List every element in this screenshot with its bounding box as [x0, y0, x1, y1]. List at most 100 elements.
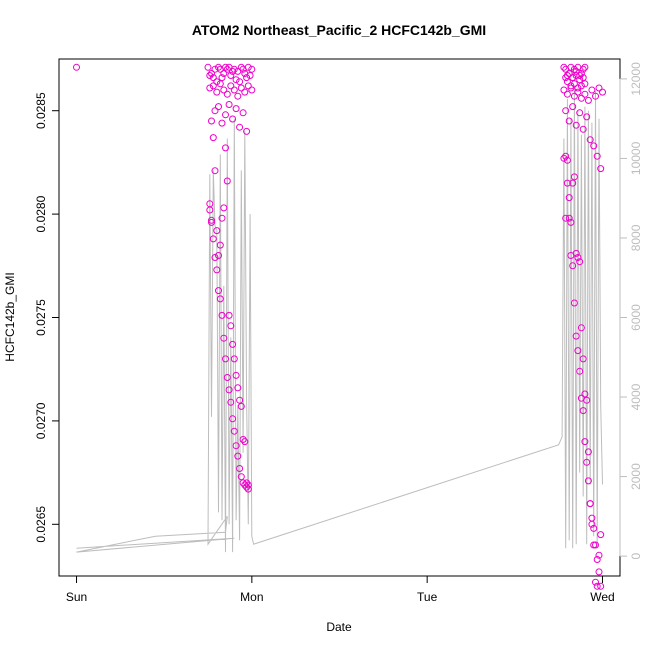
x-tick-label: Wed [590, 590, 614, 604]
data-point [216, 241, 224, 249]
data-point [562, 214, 570, 222]
altitude-line [76, 86, 603, 553]
data-point [222, 355, 229, 363]
data-point [579, 125, 587, 133]
data-point [225, 311, 233, 319]
data-point [563, 90, 571, 98]
data-point [565, 194, 573, 202]
y-axis: 0.0265 0.0270 0.0275 0.0280 0.0285 [34, 92, 60, 543]
data-point [218, 119, 226, 127]
data-point [576, 72, 584, 79]
data-point [229, 67, 237, 75]
data-point [227, 322, 235, 330]
data-point [567, 252, 575, 259]
data-point [574, 84, 582, 92]
data-point [208, 216, 215, 224]
y-axis-label: HCFC142b_GMI [3, 272, 17, 361]
data-point [584, 477, 592, 485]
data-point [246, 72, 254, 79]
data-point [577, 94, 585, 102]
data-point [211, 254, 219, 261]
y-tick-label: 0.0280 [34, 195, 48, 232]
data-point [588, 514, 596, 522]
data-point [577, 324, 585, 332]
data-point [213, 266, 221, 274]
data-point [223, 374, 231, 381]
data-point [220, 86, 228, 94]
data-point [597, 165, 605, 173]
data-point [583, 458, 591, 466]
data-point [570, 80, 578, 88]
data-point [577, 82, 585, 90]
data-point [227, 398, 235, 406]
data-point [208, 117, 215, 125]
data-point [73, 63, 80, 71]
data-point [234, 452, 242, 460]
data-point [230, 65, 238, 73]
data-point [567, 218, 575, 226]
data-point [236, 465, 244, 472]
data-point [574, 347, 582, 355]
data-point [244, 485, 252, 493]
data-point [581, 390, 589, 398]
data-point [584, 448, 592, 456]
data-point [239, 436, 247, 443]
data-point [563, 156, 571, 164]
data-point [574, 88, 582, 96]
data-point [208, 218, 215, 226]
altitude-layer [76, 86, 603, 553]
data-point [599, 88, 606, 96]
data-point [593, 152, 601, 160]
data-point [565, 214, 573, 222]
data-point [567, 63, 575, 71]
y2-tick-label: 2000 [629, 463, 643, 490]
data-point [222, 144, 229, 152]
data-point [597, 582, 605, 590]
data-point [593, 556, 601, 563]
data-point [570, 92, 578, 100]
data-point [244, 63, 252, 71]
data-point [563, 179, 571, 187]
data-point [215, 252, 222, 259]
y2-tick-label: 8000 [629, 224, 643, 251]
data-point [215, 63, 222, 71]
data-point [569, 103, 577, 111]
data-point [579, 65, 587, 73]
data-point [592, 578, 599, 586]
data-point [218, 311, 226, 319]
data-point [209, 74, 217, 82]
data-point [239, 479, 247, 487]
data-point [239, 109, 247, 117]
data-point [209, 235, 217, 243]
data-point [218, 74, 226, 82]
data-point [213, 88, 221, 96]
data-point [220, 334, 228, 342]
data-point [215, 287, 222, 295]
data-point [565, 70, 573, 77]
data-point [581, 63, 589, 71]
data-point [586, 500, 594, 508]
x-axis: Sun Mon Tue Wed [66, 575, 615, 604]
data-point [560, 154, 568, 162]
data-point [227, 72, 235, 79]
y2-axis: 0 2000 4000 6000 8000 10000 12000 [619, 62, 643, 559]
data-point [565, 117, 573, 125]
data-point [222, 63, 229, 71]
data-point [593, 582, 601, 590]
data-point [586, 136, 594, 144]
data-point [592, 541, 599, 549]
data-point [579, 74, 587, 82]
data-point [230, 86, 238, 94]
data-point [204, 63, 212, 71]
data-point [243, 483, 251, 491]
x-tick-label: Mon [240, 590, 263, 604]
data-point [237, 402, 245, 410]
data-point [592, 92, 599, 100]
data-point [581, 438, 589, 446]
data-point [213, 78, 221, 86]
data-point [579, 407, 587, 415]
data-point [567, 84, 575, 92]
data-point [216, 80, 224, 88]
data-point [569, 179, 577, 187]
